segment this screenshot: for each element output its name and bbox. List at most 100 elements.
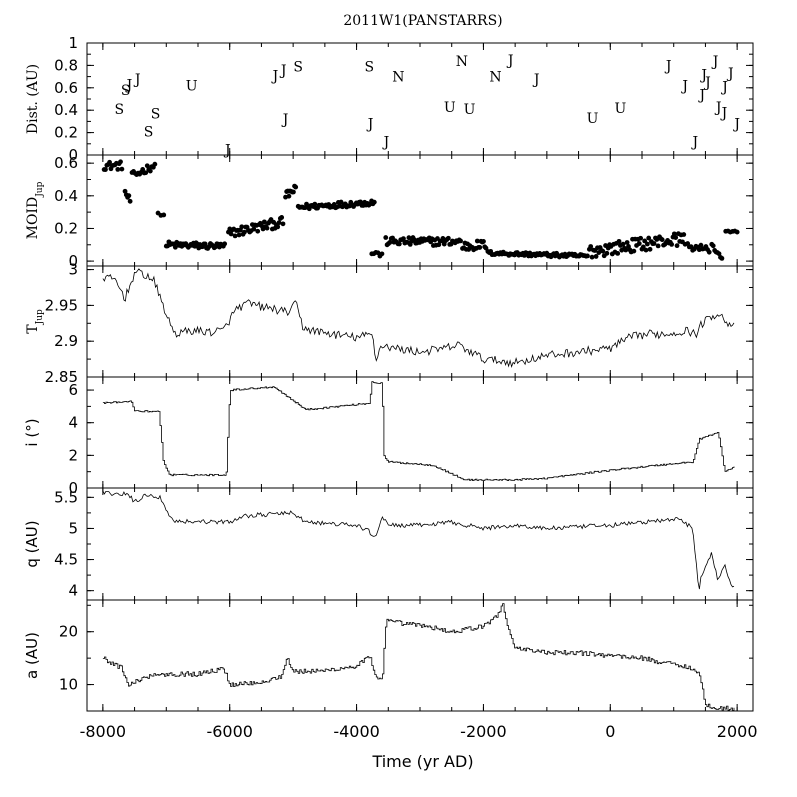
y-axis-label-main: MOID — [25, 197, 41, 240]
y-axis-label-a: a (AU) — [23, 632, 41, 679]
moid-point — [698, 242, 704, 248]
moid-point — [474, 238, 480, 244]
encounter-mark: N — [489, 70, 501, 86]
moid-point — [589, 254, 595, 260]
encounter-mark: J — [506, 53, 514, 69]
moid-point — [286, 193, 292, 199]
y-tick-label: 5.5 — [54, 488, 78, 506]
moid-point — [152, 161, 158, 167]
moid-point — [251, 226, 257, 232]
moid-point — [646, 235, 652, 241]
moid-point — [338, 199, 344, 205]
moid-point — [126, 193, 132, 199]
encounter-mark: J — [714, 100, 722, 116]
y-tick-label: 0.4 — [54, 187, 78, 205]
y-tick-label: 2.95 — [45, 296, 78, 314]
encounter-mark: S — [121, 83, 131, 99]
moid-point — [651, 241, 657, 246]
moid-point — [734, 229, 740, 235]
y-tick-label: 0.6 — [54, 154, 78, 172]
panel-frame-dist — [86, 42, 754, 156]
moid-point — [143, 170, 149, 176]
encounter-mark: N — [456, 54, 468, 70]
encounter-mark: J — [690, 135, 698, 151]
encounter-mark: J — [382, 135, 390, 151]
y-tick-label: 4.5 — [54, 551, 78, 569]
moid-point — [624, 240, 630, 245]
y-tick-label: 5 — [68, 519, 78, 537]
moid-point — [644, 241, 650, 247]
x-tick-label: -4000 — [333, 722, 380, 741]
moid-point — [481, 238, 486, 244]
y-tick-label: 0 — [68, 252, 78, 270]
y-axis-label-sub: Jup — [35, 309, 45, 325]
panel-moid: 0 0.2 0.4 0.6 MOIDJup — [25, 154, 754, 270]
y-axis-label-main: T — [25, 324, 41, 334]
tj-series-line — [102, 268, 735, 368]
encounter-mark: U — [186, 79, 198, 95]
moid-point — [445, 235, 451, 241]
moid-point — [643, 247, 649, 253]
moid-point — [588, 244, 594, 249]
panel-inc: 0 2 4 6 i (°) — [23, 376, 754, 497]
y-tick-label: 2 — [68, 446, 78, 464]
moid-point — [242, 229, 247, 235]
moid-point — [222, 241, 228, 247]
inc-series-line — [102, 381, 735, 482]
y-axis-label-dist: Dist. (AU) — [25, 64, 41, 134]
panel-frame-a — [86, 599, 754, 712]
moid-point — [144, 163, 150, 169]
y-tick-label: 4 — [68, 582, 78, 600]
moid-point — [631, 248, 637, 254]
encounter-mark: J — [532, 72, 540, 88]
x-tick-label: 0 — [605, 722, 615, 741]
panel-q: 4 4.5 5 5.5 q (AU) — [23, 487, 754, 601]
y-axis-label-q: q (AU) — [23, 520, 41, 567]
moid-point — [280, 221, 286, 227]
moid-point — [477, 245, 483, 250]
encounter-mark: J — [703, 75, 711, 91]
encounter-mark: J — [699, 67, 707, 83]
y-tick-label: 0.6 — [54, 79, 78, 97]
y-tick-label: 2.85 — [45, 368, 78, 386]
y-tick-label: 4 — [68, 414, 78, 432]
moid-point — [681, 232, 687, 237]
y-tick-label: 20 — [59, 623, 78, 641]
y-axis-label-sub: Jup — [35, 181, 45, 197]
q-series-line — [102, 490, 735, 590]
encounter-mark: U — [464, 102, 476, 118]
panel-frame-q — [86, 487, 754, 601]
y-tick-label: 10 — [59, 676, 78, 694]
moid-point — [636, 241, 642, 246]
panel-tj: 2.85 2.9 2.95 3 TJup — [25, 261, 754, 386]
moid-point — [147, 168, 153, 174]
moid-point — [673, 235, 679, 240]
moid-point — [659, 237, 665, 243]
moid-point — [239, 224, 245, 230]
encounter-mark: S — [144, 124, 154, 140]
y-tick-label: 0.2 — [54, 219, 78, 237]
moid-point — [275, 224, 281, 230]
y-axis-label-moid: MOIDJup — [25, 181, 45, 239]
moid-point — [406, 235, 412, 241]
encounter-mark: J — [125, 77, 133, 93]
moid-point — [383, 235, 389, 240]
moid-point — [127, 198, 133, 204]
encounter-mark: N — [392, 70, 404, 86]
moid-point — [261, 219, 267, 225]
encounter-mark: S — [364, 60, 374, 76]
encounter-mark: J — [271, 68, 279, 84]
moid-point — [600, 248, 606, 254]
moid-point — [379, 251, 385, 257]
moid-point — [401, 236, 406, 242]
moid-point — [312, 201, 318, 207]
moid-point — [293, 184, 299, 190]
moid-point — [387, 240, 393, 245]
y-tick-label: 2.9 — [54, 332, 78, 350]
panel-a: 10 20 a (AU) — [23, 599, 754, 712]
encounter-mark: S — [293, 60, 303, 76]
encounter-mark: J — [732, 117, 740, 133]
x-tick-label: 2000 — [717, 722, 758, 741]
